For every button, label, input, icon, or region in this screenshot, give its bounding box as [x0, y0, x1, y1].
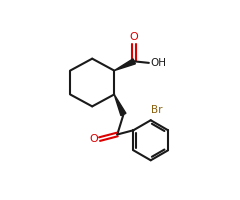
- Text: O: O: [130, 32, 139, 42]
- Polygon shape: [114, 59, 135, 71]
- Polygon shape: [114, 94, 126, 116]
- Text: OH: OH: [151, 58, 167, 68]
- Text: O: O: [89, 134, 98, 144]
- Text: Br: Br: [151, 105, 163, 115]
